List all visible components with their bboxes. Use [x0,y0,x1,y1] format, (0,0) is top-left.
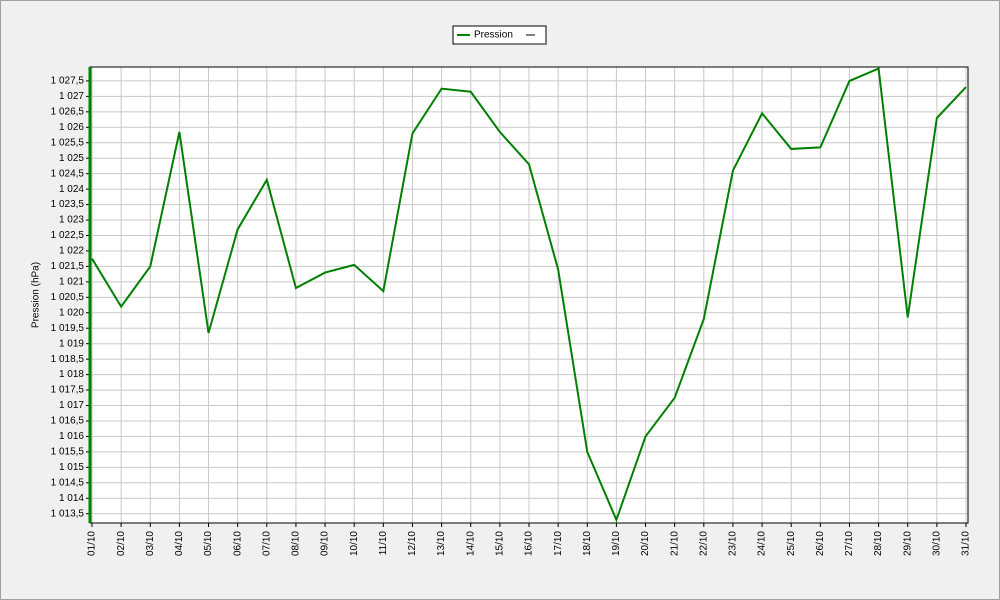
y-tick-label: 1 024 [59,184,84,195]
y-tick-label: 1 023 [59,215,84,226]
y-tick-label: 1 020 [59,307,84,318]
x-tick-label: 18/10 [582,531,593,556]
x-tick-label: 17/10 [553,531,564,556]
data-line [91,67,967,523]
x-tick-label: 26/10 [815,531,826,556]
y-tick-label: 1 021,5 [51,261,85,272]
y-tick-label: 1 020,5 [51,292,85,303]
x-tick-label: 25/10 [786,531,797,556]
y-tick-label: 1 015,5 [51,447,85,458]
x-tick-label: 16/10 [524,531,535,556]
y-tick-label: 1 016 [59,431,84,442]
x-tick-label: 21/10 [669,531,680,556]
y-tick-label: 1 027 [59,91,84,102]
x-tick-label: 22/10 [698,531,709,556]
y-tick-label: 1 023,5 [51,199,85,210]
y-tick-label: 1 022,5 [51,230,85,241]
y-tick-label: 1 016,5 [51,416,85,427]
x-tick-label: 24/10 [757,531,768,556]
y-tick-label: 1 026 [59,122,84,133]
x-tick-label: 10/10 [349,531,360,556]
y-tick-label: 1 025 [59,153,84,164]
x-tick-label: 29/10 [902,531,913,556]
x-tick-label: 15/10 [495,531,506,556]
x-tick-label: 06/10 [232,531,243,556]
y-tick-label: 1 027,5 [51,76,85,87]
y-tick-label: 1 013,5 [51,508,85,519]
y-tick-label: 1 019 [59,338,84,349]
x-tick-label: 23/10 [728,531,739,556]
x-tick-label: 02/10 [116,531,127,556]
x-tick-label: 13/10 [436,531,447,556]
x-tick-label: 07/10 [261,531,272,556]
x-tick-label: 20/10 [640,531,651,556]
y-tick-label: 1 026,5 [51,106,85,117]
x-tick-label: 04/10 [174,531,185,556]
y-tick-label: 1 017 [59,400,84,411]
y-tick-label: 1 017,5 [51,385,85,396]
legend: Pression [452,25,547,45]
y-tick-label: 1 014 [59,493,84,504]
x-tick-label: 14/10 [465,531,476,556]
legend-label: Pression [474,30,513,41]
x-tick-label: 19/10 [611,531,622,556]
y-tick-label: 1 024,5 [51,168,85,179]
x-tick-label: 03/10 [145,531,156,556]
y-tick-label: 1 021 [59,277,84,288]
x-tick-label: 27/10 [844,531,855,556]
x-tick-label: 12/10 [407,531,418,556]
legend-shadow [455,43,547,45]
y-tick-label: 1 015 [59,462,84,473]
x-tick-label: 11/10 [378,531,389,556]
y-tick-label: 1 018,5 [51,354,85,365]
x-tick-label: 08/10 [291,531,302,556]
x-tick-label: 30/10 [932,531,943,556]
y-tick-label: 1 019,5 [51,323,85,334]
x-tick-label: 05/10 [203,531,214,556]
y-tick-label: 1 025,5 [51,137,85,148]
y-tick-label: 1 014,5 [51,477,85,488]
x-tick-label: 01/10 [87,531,98,556]
y-tick-label: 1 022 [59,246,84,257]
x-tick-label: 31/10 [961,531,972,556]
x-tick-label: 09/10 [320,531,331,556]
x-tick-label: 28/10 [873,531,884,556]
y-tick-label: 1 018 [59,369,84,380]
y-axis-title: Pression (hPa) [31,262,42,328]
